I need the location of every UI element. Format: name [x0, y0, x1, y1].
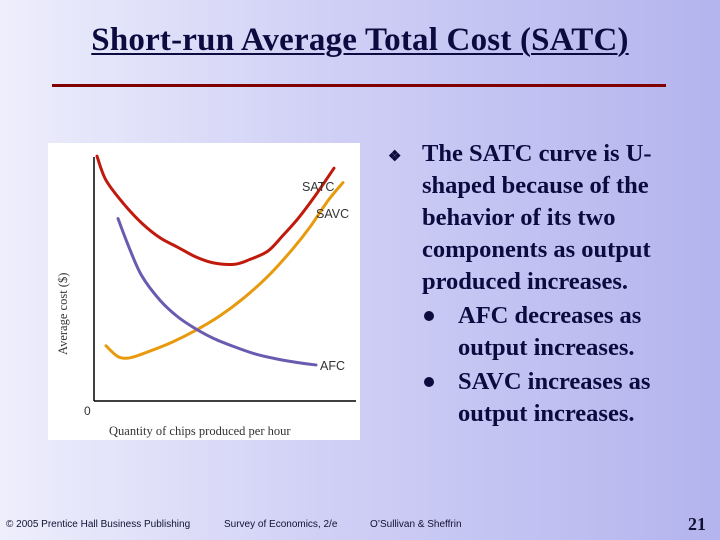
footer-publisher: © 2005 Prentice Hall Business Publishing [6, 519, 191, 530]
footer-book: Survey of Economics, 2/e [224, 519, 338, 530]
slide-title: Short-run Average Total Cost (SATC) [91, 22, 629, 58]
afc-curve [116, 217, 318, 367]
series-layer [95, 154, 345, 367]
satc-curve-label: SATC [302, 180, 334, 194]
main-bullet-text: The SATC curve is U-shaped because of th… [422, 140, 652, 295]
cost-curves-chart: 0 Quantity of chips produced per hour Av… [48, 143, 360, 440]
satc-curve [95, 154, 336, 266]
sub-bullet-text: SAVC increases as output increases. [458, 368, 651, 427]
sub-bullet-afc: AFC decreases as output increases. [384, 300, 704, 364]
footer-authors: O’Sullivan & Sheffrin [370, 519, 462, 530]
main-bullet: ❖ The SATC curve is U-shaped because of … [384, 138, 704, 298]
savc-curve-label: SAVC [316, 207, 349, 221]
sub-bullet-savc: SAVC increases as output increases. [384, 366, 704, 430]
bullet-list: ❖ The SATC curve is U-shaped because of … [384, 138, 704, 430]
diamond-bullet-icon: ❖ [388, 149, 402, 165]
sub-bullet-text: AFC decreases as output increases. [458, 302, 642, 361]
afc-curve-label: AFC [320, 359, 345, 373]
x-axis-label: Quantity of chips produced per hour [109, 424, 291, 438]
title-divider [52, 84, 666, 87]
y-axis-label: Average cost ($) [56, 273, 70, 355]
round-bullet-icon [424, 377, 434, 387]
round-bullet-icon [424, 311, 434, 321]
origin-label: 0 [84, 404, 91, 418]
savc-curve [104, 181, 345, 360]
chart-canvas: 0 Quantity of chips produced per hour Av… [56, 154, 356, 438]
page-number: 21 [688, 514, 706, 534]
